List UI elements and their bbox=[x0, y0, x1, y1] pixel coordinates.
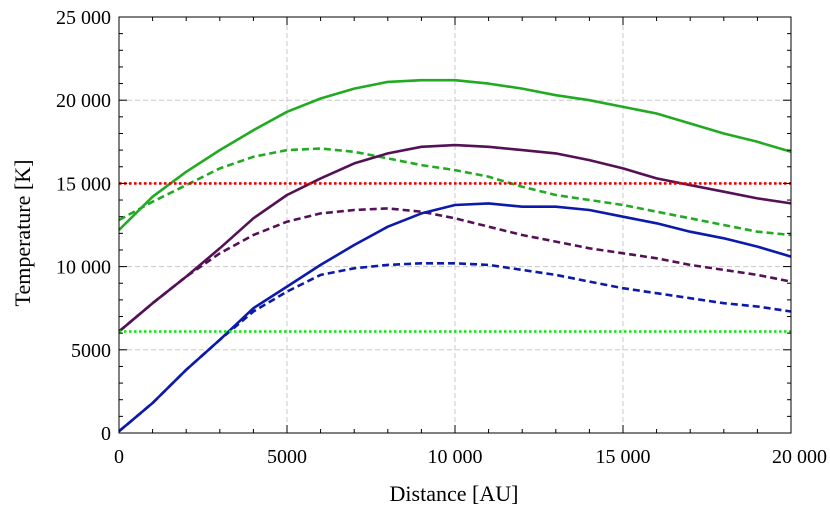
x-axis-title: Distance [AU] bbox=[390, 481, 519, 506]
series-line-6 bbox=[118, 262, 792, 433]
y-tick-label: 20 000 bbox=[56, 90, 111, 112]
series-line-2 bbox=[118, 147, 792, 237]
x-tick-label: 15 000 bbox=[596, 446, 651, 468]
y-tick-label: 10 000 bbox=[56, 257, 111, 279]
tick-labels: 0 5000 10 000 15 000 20 000 0 5000 10 000 15 000… bbox=[56, 7, 827, 468]
y-axis-title: Temperature [K] bbox=[10, 160, 35, 307]
x-tick-label: 5000 bbox=[267, 446, 307, 468]
series-line-1 bbox=[118, 78, 792, 231]
x-tick-label: 10 000 bbox=[428, 446, 483, 468]
series-line-4 bbox=[118, 207, 792, 333]
y-tick-label: 5000 bbox=[71, 340, 111, 362]
tick-marks bbox=[118, 16, 792, 434]
x-tick-label: 20 000 bbox=[772, 446, 827, 468]
series-line-5 bbox=[118, 202, 792, 433]
x-tick-label: 0 bbox=[114, 446, 124, 468]
y-tick-label: 15 000 bbox=[56, 173, 111, 195]
series-group bbox=[118, 78, 792, 433]
y-tick-label: 25 000 bbox=[56, 7, 111, 29]
y-tick-label: 0 bbox=[101, 423, 111, 445]
